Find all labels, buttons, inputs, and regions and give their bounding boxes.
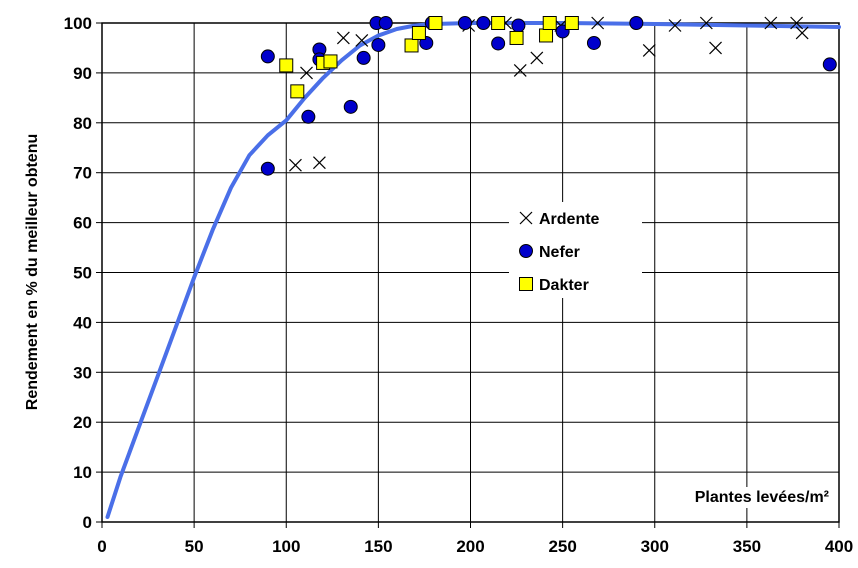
y-tick-label-9: 90 [73, 64, 92, 83]
legend-marker-dakter [519, 277, 533, 291]
point-nefer-0 [260, 49, 275, 64]
point-ardente-1 [300, 66, 313, 80]
x-tick-label-4: 200 [456, 537, 484, 556]
y-tick-label-1: 10 [73, 463, 92, 482]
x-axis-label-background [690, 487, 833, 508]
point-nefer-12 [457, 16, 472, 30]
point-ardente-14-stroke-b [709, 41, 722, 55]
point-nefer-5 [343, 99, 358, 114]
point-ardente-0-stroke-b [289, 158, 302, 172]
point-dakter-1 [290, 84, 305, 99]
y-tick-label-0: 0 [83, 513, 92, 532]
point-nefer-8 [371, 37, 386, 52]
point-ardente-17-stroke-b [795, 26, 809, 40]
y-tick-label-7: 70 [73, 164, 92, 183]
point-nefer-9 [378, 16, 393, 30]
x-axis-label: Plantes levées/m² [695, 489, 829, 506]
point-dakter-5 [411, 25, 426, 40]
point-ardente-11 [642, 44, 656, 57]
point-ardente-15 [764, 16, 778, 30]
x-tick-label-6: 300 [641, 537, 669, 556]
legend-marker-nefer [519, 244, 533, 258]
point-ardente-7 [513, 63, 527, 77]
point-nefer-15 [511, 18, 526, 33]
x-tick-label-1: 50 [185, 537, 204, 556]
x-axis-ticks: 0 50 100 150 200 250 300 350 400 [97, 522, 853, 556]
gridlines [101, 22, 840, 523]
trend-line-group [105, 21, 841, 519]
point-dakter-8 [509, 30, 524, 45]
legend-marker-ardente [519, 211, 533, 225]
x-tick-label-3: 150 [364, 537, 392, 556]
point-nefer-6 [356, 50, 371, 65]
point-ardente-10-stroke-b [591, 16, 605, 30]
point-dakter-4 [404, 38, 419, 53]
x-tick-label-0: 0 [97, 537, 106, 556]
point-ardente-8 [530, 51, 544, 65]
point-nefer-14 [491, 36, 506, 51]
point-ardente-15-stroke-b [764, 16, 778, 30]
x-tick-label-8: 400 [825, 537, 853, 556]
y-tick-label-3: 30 [73, 363, 92, 382]
point-ardente-4 [355, 34, 369, 47]
point-nefer-18 [629, 16, 644, 30]
point-ardente-12-stroke-b [668, 19, 682, 32]
y-tick-label-4: 40 [73, 313, 92, 332]
point-ardente-4-stroke-b [355, 34, 369, 47]
point-nefer-13 [476, 16, 491, 30]
x-tick-label-7: 350 [733, 537, 761, 556]
point-ardente-0 [289, 158, 302, 172]
point-ardente-13 [699, 16, 713, 30]
point-dakter-3 [323, 54, 338, 69]
point-ardente-16-stroke-b [790, 16, 804, 30]
data-points [260, 16, 837, 176]
point-ardente-16 [790, 16, 804, 30]
point-nefer-1 [260, 161, 275, 176]
point-dakter-6 [428, 16, 443, 30]
point-dakter-9 [539, 28, 554, 43]
point-dakter-11 [564, 16, 579, 30]
y-tick-label-2: 20 [73, 413, 92, 432]
point-ardente-7-stroke-b [513, 63, 527, 77]
point-ardente-17 [795, 26, 809, 40]
point-dakter-0 [279, 58, 294, 73]
point-ardente-8-stroke-b [530, 51, 544, 65]
y-tick-label-8: 80 [73, 114, 92, 133]
legend: Ardente Nefer Dakter [509, 202, 642, 298]
y-tick-label-6: 60 [73, 214, 92, 233]
legend-label-dakter: Dakter [539, 277, 589, 294]
point-ardente-12 [668, 19, 682, 32]
x-tick-label-2: 100 [272, 537, 300, 556]
legend-label-nefer: Nefer [539, 244, 580, 261]
point-ardente-3 [336, 31, 350, 45]
y-axis-label: Rendement en % du meilleur obtenu [24, 134, 41, 410]
point-ardente-2-stroke-b [312, 156, 326, 170]
trend-line [105, 21, 841, 519]
point-ardente-14 [709, 41, 722, 55]
legend-marker-ardente-stroke-b [519, 211, 533, 225]
point-dakter-10 [542, 16, 557, 30]
y-tick-label-5: 50 [73, 264, 92, 283]
point-nefer-19 [822, 57, 837, 72]
point-ardente-3-stroke-b [336, 31, 350, 45]
point-ardente-2 [312, 156, 326, 170]
x-tick-label-5: 250 [548, 537, 576, 556]
point-dakter-7 [491, 16, 506, 30]
point-nefer-17 [586, 35, 601, 50]
y-tick-label-10: 100 [64, 14, 92, 33]
point-ardente-13-stroke-b [699, 16, 713, 30]
legend-label-ardente: Ardente [539, 211, 600, 228]
point-ardente-1-stroke-b [300, 66, 313, 80]
point-ardente-11-stroke-b [642, 44, 656, 57]
y-axis-ticks: 0 10 20 30 40 50 60 70 80 90 100 [64, 14, 102, 532]
point-nefer-2 [301, 109, 316, 124]
point-ardente-10 [591, 16, 605, 30]
